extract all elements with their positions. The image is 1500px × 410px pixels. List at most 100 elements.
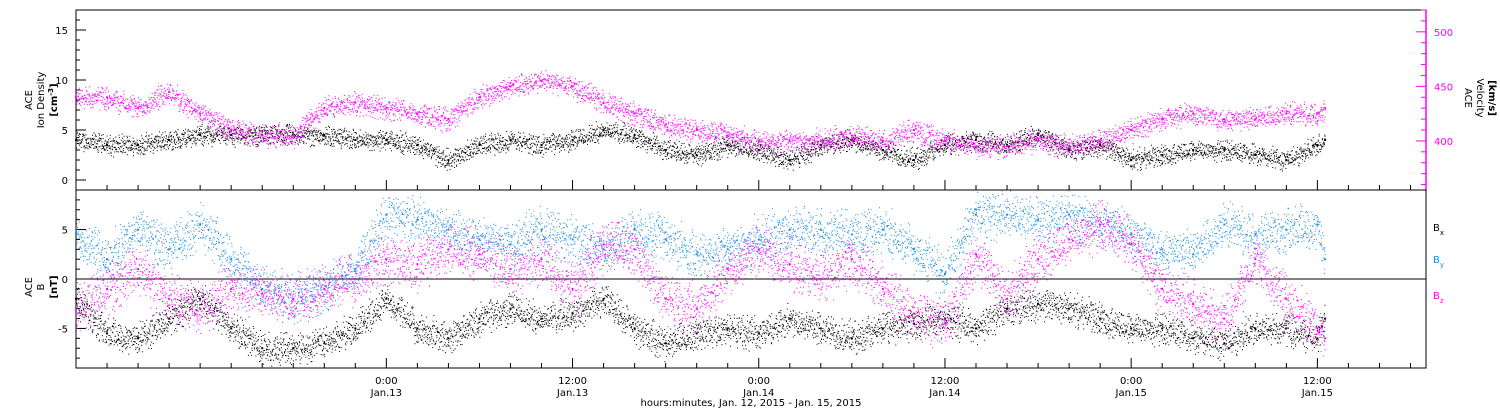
top-ytick-label-10: 10 <box>55 76 68 87</box>
velocity-point-18 <box>633 112 636 115</box>
bx-point-18 <box>633 327 636 330</box>
velocity-point-31 <box>1037 139 1040 142</box>
density-point-38 <box>1254 154 1257 156</box>
velocity-point-17 <box>602 101 605 104</box>
bx-point-41 <box>1324 317 1327 320</box>
density-point-37 <box>1223 149 1226 151</box>
top-ylabel-line1: ACE <box>24 90 35 110</box>
bz-point-18 <box>633 248 636 251</box>
top-y2tick-label-500: 500 <box>1434 28 1453 39</box>
density-point-0 <box>75 139 77 141</box>
bx-point-19 <box>664 342 667 345</box>
bz-point-10 <box>385 258 388 261</box>
top-y2label-line1: ACE <box>1462 88 1473 108</box>
velocity-point-28 <box>944 139 946 142</box>
bz-point-6 <box>261 292 264 295</box>
bz-point-8 <box>323 287 326 290</box>
density-point-27 <box>912 159 915 161</box>
bx-point-10 <box>385 297 388 300</box>
by-point-16 <box>571 238 574 241</box>
bx-point-23 <box>788 317 791 320</box>
velocity-point-29 <box>975 145 977 148</box>
bz-point-38 <box>1254 258 1257 261</box>
bx-point-32 <box>1068 307 1071 310</box>
xtick-date-0: Jan.13 <box>370 388 402 399</box>
bz-point-16 <box>571 287 574 290</box>
xtick-date-4: Jan.15 <box>1115 388 1147 399</box>
bz-point-14 <box>509 268 512 271</box>
bx-scatter <box>75 284 1326 367</box>
density-point-2 <box>137 144 140 146</box>
bottom-x-ticks <box>75 358 1411 368</box>
bz-point-30 <box>1006 297 1008 300</box>
density-point-15 <box>540 144 543 146</box>
bz-point-35 <box>1161 287 1164 290</box>
bz-point-36 <box>1192 302 1195 305</box>
bz-point-22 <box>757 248 760 251</box>
bz-point-15 <box>540 258 543 261</box>
bz-point-21 <box>726 268 729 271</box>
density-point-17 <box>602 129 605 131</box>
bx-point-4 <box>199 297 202 300</box>
bz-point-25 <box>850 258 853 261</box>
bottom-ytick-label-5: 5 <box>62 226 68 237</box>
top-y2tick-label-450: 450 <box>1434 82 1453 93</box>
density-point-39 <box>1285 159 1288 161</box>
bottom-ytick-label--5: -5 <box>58 324 68 335</box>
by-point-36 <box>1192 253 1195 256</box>
bz-point-17 <box>602 243 605 246</box>
bz-point-12 <box>447 248 450 251</box>
by-point-23 <box>788 228 791 231</box>
density-point-8 <box>323 134 326 136</box>
bx-point-16 <box>571 312 574 315</box>
bx-point-22 <box>757 332 760 335</box>
top-y2label-unit: [km/s] <box>1486 80 1497 116</box>
velocity-point-8 <box>323 107 326 110</box>
bx-point-39 <box>1285 327 1288 330</box>
bottom-ytick-label-0: 0 <box>62 275 68 286</box>
velocity-point-27 <box>912 129 915 131</box>
bz-point-40 <box>1316 327 1319 330</box>
bz-point-4 <box>199 307 202 310</box>
bz-point-9 <box>354 278 357 280</box>
by-point-28 <box>944 273 946 276</box>
by-point-32 <box>1068 213 1071 216</box>
bx-point-29 <box>975 327 977 330</box>
bz-point-2 <box>137 268 140 271</box>
velocity-point-0 <box>75 96 77 99</box>
density-point-16 <box>571 139 574 141</box>
by-point-22 <box>757 238 760 241</box>
bottom-ylabel-line1: ACE <box>24 277 35 297</box>
bx-point-37 <box>1223 342 1226 345</box>
top-y2tick-label-400: 400 <box>1434 137 1453 148</box>
velocity-point-26 <box>881 139 884 142</box>
xtick-time-4: 0:00 <box>1120 376 1142 387</box>
by-point-9 <box>354 268 357 271</box>
legend: Bx By Bz <box>1433 223 1444 305</box>
top-ytick-label-0: 0 <box>62 176 68 187</box>
top-ytick-label-15: 15 <box>55 26 68 37</box>
bx-point-27 <box>912 322 915 325</box>
velocity-point-14 <box>509 85 512 88</box>
bx-point-25 <box>850 337 853 340</box>
velocity-point-7 <box>292 134 295 137</box>
legend-bx-base: B <box>1433 223 1440 234</box>
bz-point-32 <box>1068 238 1071 241</box>
bz-point-11 <box>416 263 419 266</box>
bz-point-29 <box>975 253 977 256</box>
bz-point-37 <box>1223 317 1226 320</box>
bz-point-13 <box>478 253 481 256</box>
velocity-point-25 <box>850 134 853 137</box>
xtick-date-1: Jan.13 <box>556 388 588 399</box>
bz-point-41 <box>1324 337 1327 340</box>
by-point-15 <box>540 228 543 231</box>
legend-by-sub: y <box>1440 261 1444 269</box>
density-point-33 <box>1099 144 1102 146</box>
velocity-point-38 <box>1254 118 1257 121</box>
by-point-24 <box>819 228 822 231</box>
by-point-25 <box>850 233 853 236</box>
by-point-2 <box>137 228 140 231</box>
velocity-point-35 <box>1161 118 1164 121</box>
